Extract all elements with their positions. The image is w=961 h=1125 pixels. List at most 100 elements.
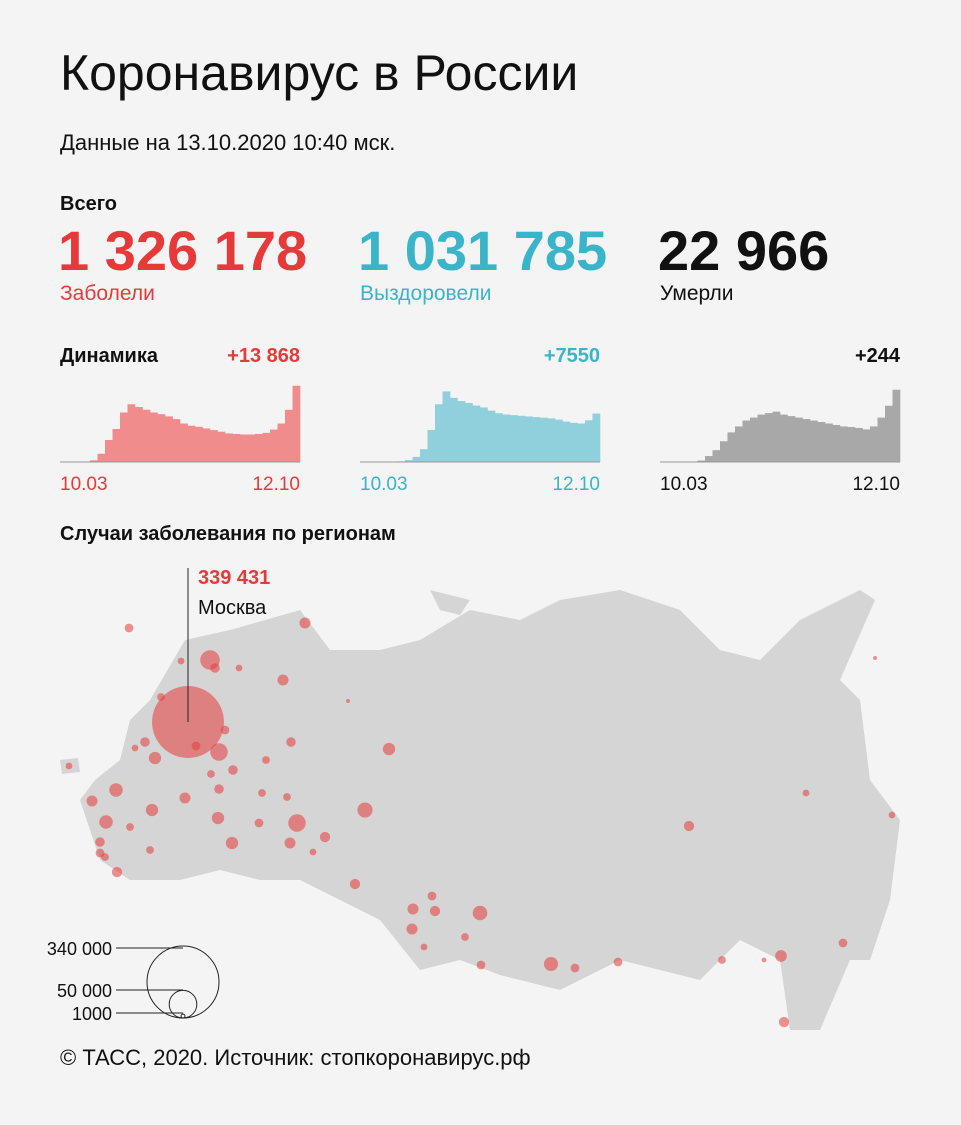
spark-bar xyxy=(810,420,818,462)
spark-bar xyxy=(180,423,188,462)
highlight-name: Москва xyxy=(198,597,267,619)
spark-bar xyxy=(757,414,766,462)
region-bubble xyxy=(299,617,311,629)
spark-bar xyxy=(705,456,713,462)
spark-bar xyxy=(195,426,203,462)
region-bubble xyxy=(802,789,810,797)
x-tick-label: 12.10 xyxy=(852,474,900,495)
spark-bar xyxy=(270,429,278,462)
region-bubble xyxy=(131,744,139,752)
spark-bar xyxy=(885,405,893,462)
spark-bar xyxy=(262,432,271,462)
total-value: 1 326 178 xyxy=(58,219,307,282)
spark-bar xyxy=(435,404,443,462)
region-bubble xyxy=(838,938,848,948)
region-bubble xyxy=(148,751,162,765)
region-bubble xyxy=(778,1016,790,1028)
spark-bar xyxy=(592,413,601,462)
spark-bar xyxy=(135,407,143,462)
spark-bar xyxy=(862,429,871,462)
total-value: 22 966 xyxy=(658,219,829,282)
region-bubble xyxy=(288,814,306,832)
title: Коронавирус в России xyxy=(60,45,578,101)
region-bubble xyxy=(140,737,150,747)
spark-bar xyxy=(555,419,563,462)
total-label: Умерли xyxy=(660,282,733,305)
spark-bar xyxy=(825,423,833,462)
region-bubble xyxy=(109,783,123,797)
spark-bar xyxy=(585,420,593,462)
spark-bar xyxy=(202,428,211,462)
region-bubble xyxy=(179,792,191,804)
spark-bar xyxy=(420,449,428,462)
region-bubble xyxy=(543,956,559,972)
spark-bar xyxy=(225,433,233,462)
spark-bar xyxy=(165,416,173,462)
spark-bar xyxy=(277,423,286,462)
region-bubble xyxy=(570,963,580,973)
region-bubble xyxy=(406,923,418,935)
region-bubble xyxy=(146,846,154,854)
spark-bar xyxy=(120,412,128,462)
spark-bar xyxy=(802,419,811,462)
spark-bar xyxy=(217,431,226,462)
spark-bar xyxy=(142,409,151,462)
region-bubble xyxy=(157,693,165,701)
spark-bar xyxy=(285,409,293,462)
spark-bar xyxy=(240,434,248,462)
spark-bar xyxy=(720,441,728,462)
spark-bar xyxy=(232,433,241,462)
spark-bar xyxy=(795,417,803,462)
region-bubble xyxy=(683,820,695,832)
region-bubble xyxy=(225,836,239,850)
region-bubble xyxy=(761,957,767,963)
spark-bar xyxy=(532,417,541,462)
region-bubble xyxy=(476,960,486,970)
spark-bar xyxy=(255,433,263,462)
spark-bar xyxy=(525,416,533,462)
spark-bar xyxy=(405,460,413,462)
spark-bar xyxy=(765,413,773,462)
spark-bar xyxy=(840,426,848,462)
spark-bar xyxy=(465,402,473,462)
region-bubble xyxy=(210,743,228,761)
region-bubble xyxy=(210,663,220,673)
region-bubble xyxy=(357,802,373,818)
region-bubble xyxy=(382,742,396,756)
highlight-value: 339 431 xyxy=(198,567,270,589)
region-bubble xyxy=(86,795,98,807)
region-bubble xyxy=(286,737,296,747)
region-bubble xyxy=(145,803,159,817)
spark-bar xyxy=(847,427,856,462)
region-bubble xyxy=(461,933,469,941)
spark-bar xyxy=(457,401,466,462)
spark-bar xyxy=(105,440,113,462)
map-heading: Случаи заболевания по регионам xyxy=(60,523,396,545)
subtitle: Данные на 13.10.2020 10:40 мск. xyxy=(60,130,395,155)
region-bubble xyxy=(126,823,134,831)
region-bubble xyxy=(284,837,296,849)
spark-bar xyxy=(750,417,758,462)
spark-bar xyxy=(97,453,106,462)
region-bubble xyxy=(472,905,488,921)
region-bubble xyxy=(211,811,225,825)
spark-bar xyxy=(157,414,166,462)
spark-bar xyxy=(547,418,556,462)
x-tick-label: 10.03 xyxy=(660,474,708,495)
region-bubble xyxy=(346,699,350,703)
spark-bar xyxy=(697,460,706,462)
region-bubble xyxy=(235,664,243,672)
totals-heading: Всего xyxy=(60,193,117,215)
spark-bar xyxy=(510,415,518,462)
region-bubble xyxy=(613,957,623,967)
spark-bar xyxy=(450,397,458,462)
region-bubble xyxy=(207,770,215,778)
region-bubble xyxy=(254,818,264,828)
spark-bar xyxy=(780,414,788,462)
spark-bar xyxy=(480,407,488,462)
region-bubble xyxy=(319,831,331,843)
region-bubble xyxy=(177,657,185,665)
spark-bar xyxy=(870,426,878,462)
spark-bar xyxy=(517,415,526,462)
region-bubble xyxy=(407,903,419,915)
